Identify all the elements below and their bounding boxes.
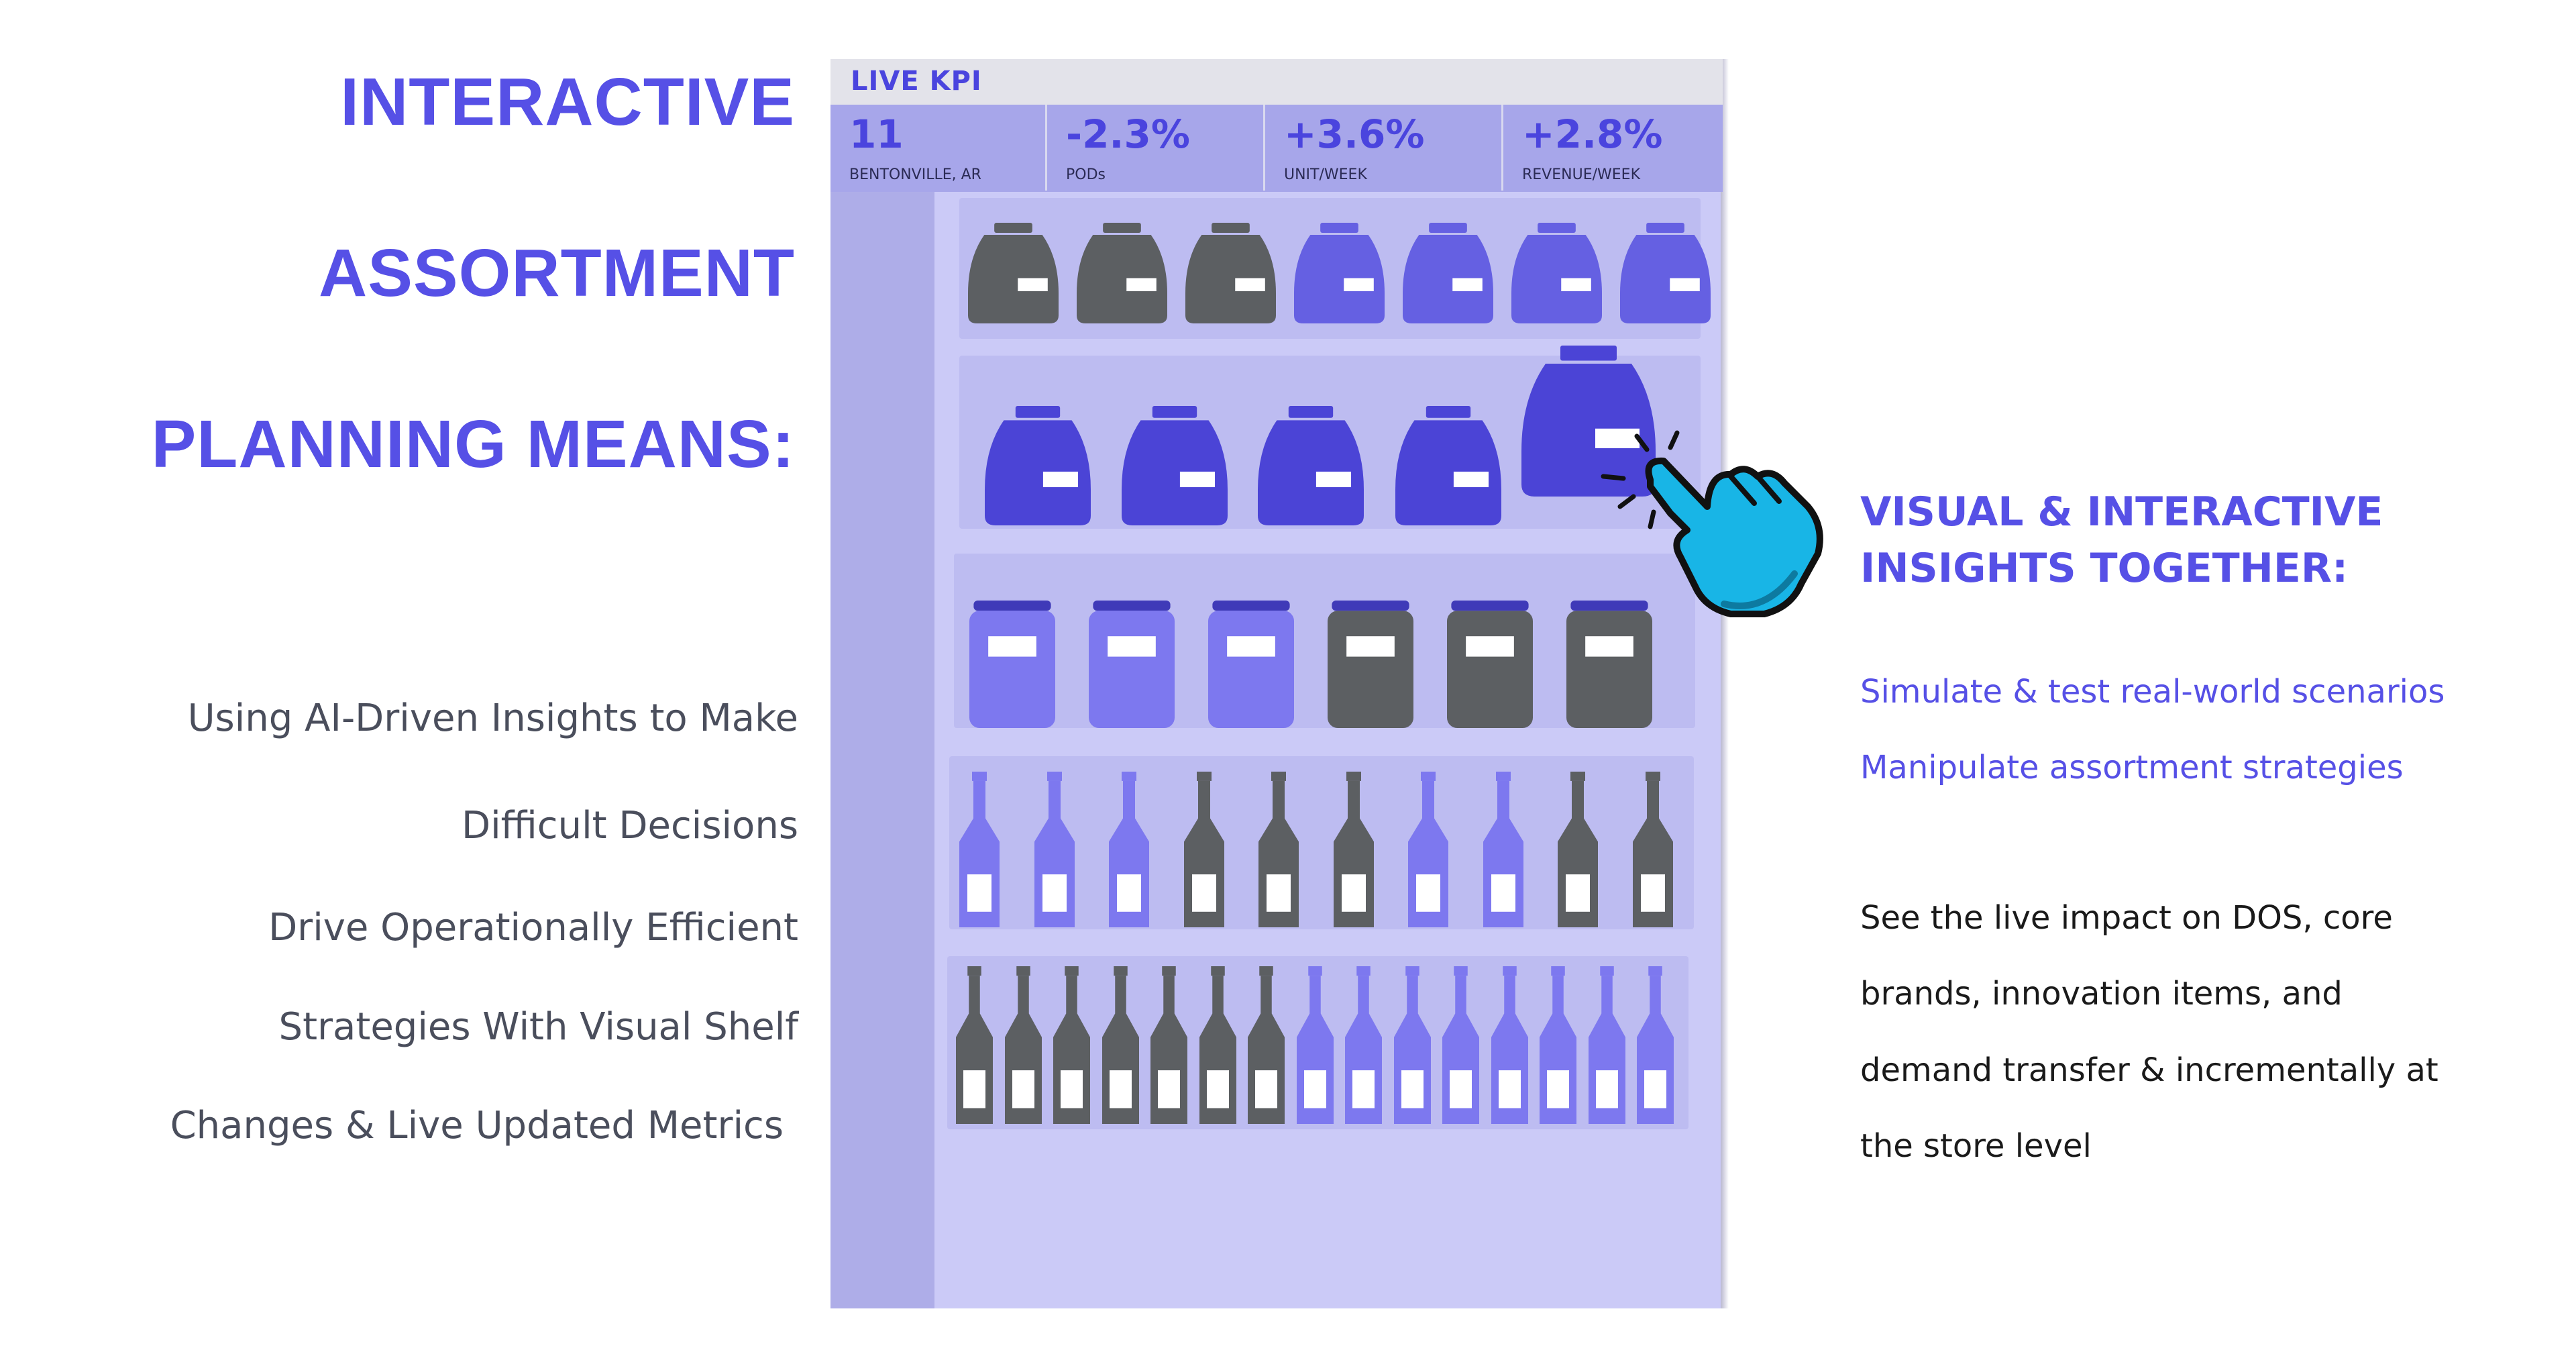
kpi-revenue-label: REVENUE/WEEK: [1522, 166, 1640, 183]
left-text-line-1: Using AI-Driven Insights to Make: [188, 696, 798, 740]
kpi-units[interactable]: +3.6% UNIT/WEEK: [1265, 105, 1500, 191]
product-bottle[interactable]: [1258, 772, 1299, 927]
left-text-line-3: Drive Operationally Efficient: [268, 906, 798, 949]
product-jug[interactable]: [1077, 223, 1167, 323]
product-bottle[interactable]: [1408, 772, 1448, 927]
right-body-line-3: demand transfer & incrementally at: [1860, 1051, 2438, 1089]
product-bottle[interactable]: [956, 966, 993, 1124]
kpi-pods-label: PODs: [1066, 166, 1106, 183]
right-body-line-4: the store level: [1860, 1127, 2092, 1165]
product-jug[interactable]: [1258, 406, 1364, 525]
kpi-store-value: 11: [849, 111, 904, 157]
left-text-line-4: Strategies With Visual Shelf: [279, 1005, 798, 1049]
product-bottle[interactable]: [1589, 966, 1625, 1124]
right-body-line-1: See the live impact on DOS, core: [1860, 899, 2393, 937]
product-bottle[interactable]: [1150, 966, 1187, 1124]
kpi-store[interactable]: 11 BENTONVILLE, AR: [830, 105, 1045, 191]
kpi-pods-value: -2.3%: [1066, 111, 1190, 157]
product-jar[interactable]: [1447, 601, 1533, 728]
product-bottle[interactable]: [1248, 966, 1285, 1124]
product-bottle[interactable]: [1637, 966, 1674, 1124]
kpi-title: LIVE KPI: [851, 66, 982, 97]
product-bottle[interactable]: [1034, 772, 1075, 927]
product-bottle[interactable]: [1053, 966, 1090, 1124]
product-jug[interactable]: [1122, 406, 1228, 525]
product-jug[interactable]: [1294, 223, 1385, 323]
product-jug[interactable]: [1620, 223, 1711, 323]
product-bottle[interactable]: [1005, 966, 1042, 1124]
shelf-side-wall: [830, 181, 934, 1308]
right-body-line-2: brands, innovation items, and: [1860, 975, 2343, 1013]
right-heading-line-2: INSIGHTS TOGETHER:: [1860, 545, 2348, 592]
kpi-pods[interactable]: -2.3% PODs: [1047, 105, 1262, 191]
kpi-units-value: +3.6%: [1284, 111, 1424, 157]
product-bottle[interactable]: [1184, 772, 1224, 927]
simulate-scenarios-link[interactable]: Simulate & test real-world scenarios: [1860, 673, 2445, 711]
product-jug[interactable]: [1511, 223, 1602, 323]
product-jar[interactable]: [969, 601, 1055, 728]
product-jar[interactable]: [1208, 601, 1294, 728]
kpi-store-label: BENTONVILLE, AR: [849, 166, 981, 183]
product-jar[interactable]: [1328, 601, 1413, 728]
product-jar[interactable]: [1089, 601, 1175, 728]
product-jug[interactable]: [985, 406, 1091, 525]
product-jug[interactable]: [1395, 406, 1501, 525]
product-bottle[interactable]: [1102, 966, 1139, 1124]
manipulate-strategies-link[interactable]: Manipulate assortment strategies: [1860, 749, 2404, 786]
product-bottle[interactable]: [1394, 966, 1431, 1124]
product-jug[interactable]: [1185, 223, 1276, 323]
product-bottle[interactable]: [1199, 966, 1236, 1124]
product-bottle[interactable]: [1483, 772, 1523, 927]
product-bottle[interactable]: [1109, 772, 1149, 927]
product-bottle[interactable]: [1633, 772, 1673, 927]
headline-line-2: ASSORTMENT: [319, 235, 795, 312]
product-bottle[interactable]: [1334, 772, 1374, 927]
product-bottle[interactable]: [1442, 966, 1479, 1124]
headline-line-1: INTERACTIVE: [340, 64, 795, 141]
product-bottle[interactable]: [1297, 966, 1334, 1124]
kpi-revenue[interactable]: +2.8% REVENUE/WEEK: [1503, 105, 1723, 191]
product-bottle[interactable]: [959, 772, 1000, 927]
kpi-revenue-value: +2.8%: [1522, 111, 1662, 157]
left-text-line-2: Difficult Decisions: [462, 804, 798, 847]
headline-line-3: PLANNING MEANS:: [152, 406, 795, 483]
product-jug[interactable]: [968, 223, 1059, 323]
kpi-units-label: UNIT/WEEK: [1284, 166, 1367, 183]
product-bottle[interactable]: [1558, 772, 1598, 927]
right-heading-line-1: VISUAL & INTERACTIVE: [1860, 488, 2383, 535]
product-bottle[interactable]: [1345, 966, 1382, 1124]
product-jug[interactable]: [1403, 223, 1493, 323]
shelf-panel-shadow: [1721, 59, 1729, 1308]
product-bottle[interactable]: [1540, 966, 1576, 1124]
product-bottle[interactable]: [1491, 966, 1528, 1124]
pointing-hand-icon: [1563, 413, 1845, 627]
left-text-line-5: Changes & Live Updated Metrics: [170, 1104, 784, 1147]
